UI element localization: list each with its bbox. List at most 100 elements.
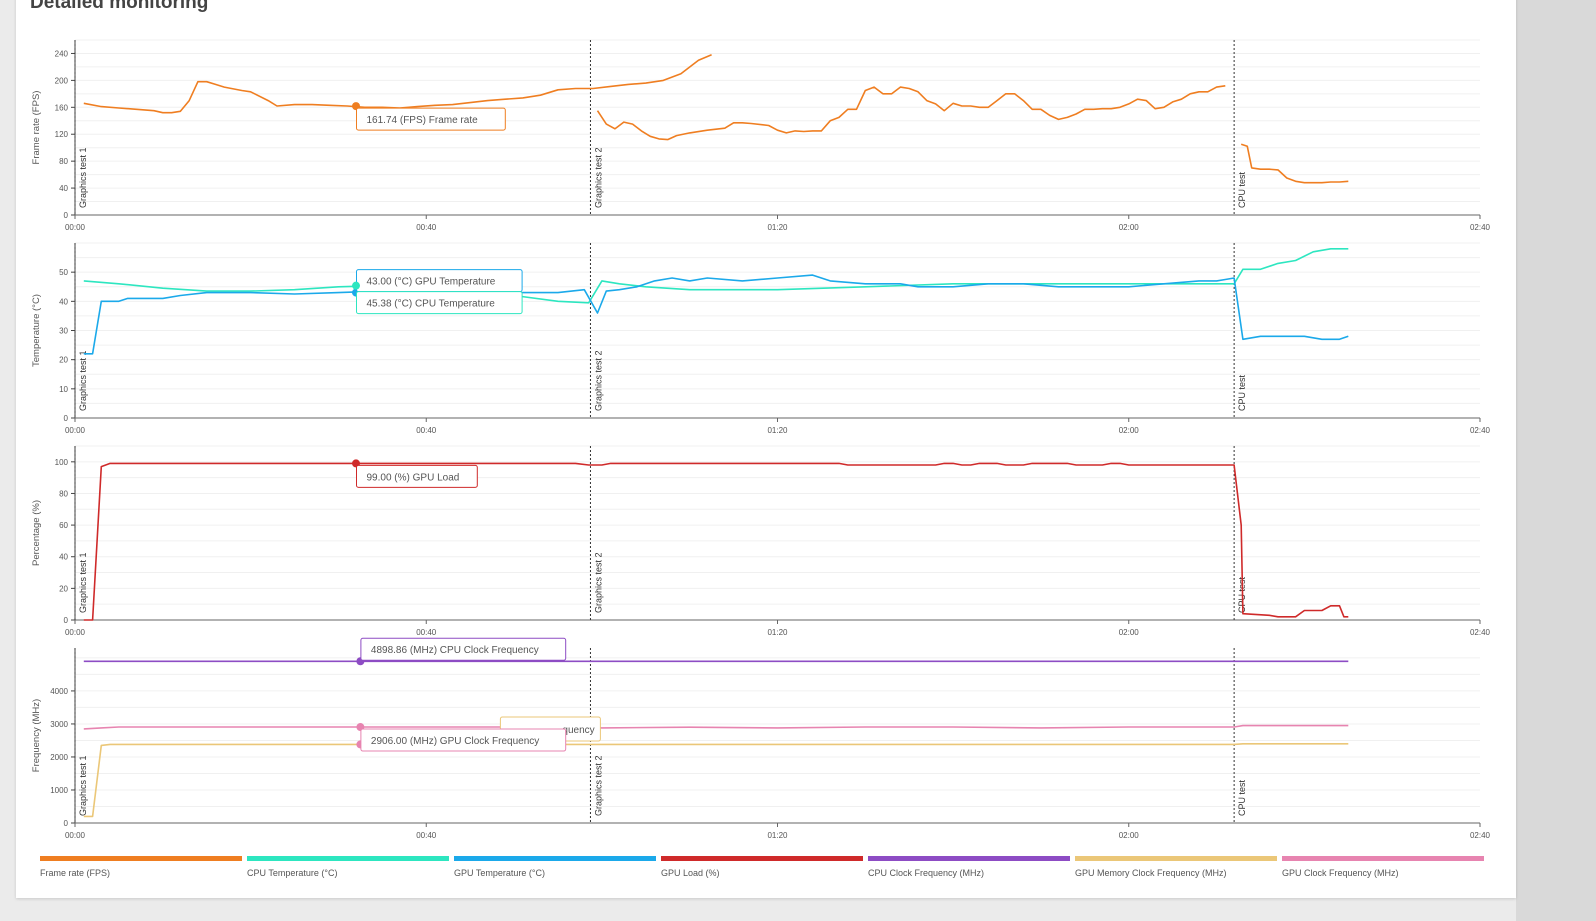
x-tick-label: 00:40 <box>416 628 437 637</box>
chart-panel-1: 0 40 80 120 160 200 240 Frame rate (FPS) 00:00 00… <box>31 39 1491 232</box>
y-tick-label: 200 <box>55 76 69 85</box>
legend-label: GPU Memory Clock Frequency (MHz) <box>1075 868 1227 878</box>
chart-panel-4: 0 1000 2000 3000 4000 Frequency (MHz) 00:00 00:… <box>31 637 1491 840</box>
x-tick-label: 02:00 <box>1119 831 1140 840</box>
y-axis-label: Temperature (°C) <box>31 294 42 367</box>
y-tick-label: 60 <box>59 521 68 530</box>
x-tick-label: 02:40 <box>1470 426 1491 435</box>
legend-item[interactable]: GPU Clock Frequency (MHz) <box>1282 856 1484 878</box>
y-tick-label: 240 <box>55 49 69 58</box>
y-tick-label: 40 <box>59 184 68 193</box>
phase-marker-label: CPU test <box>1237 374 1247 411</box>
legend-item[interactable]: CPU Temperature (°C) <box>247 856 449 878</box>
x-tick-label: 01:20 <box>767 628 788 637</box>
x-tick-label: 00:00 <box>65 628 86 637</box>
y-tick-label: 50 <box>59 268 68 277</box>
chart-panel-2: 0 10 20 30 40 50 Temperature (°C) 00:00 00:40 01:… <box>31 242 1491 435</box>
legend-label: GPU Temperature (°C) <box>454 868 545 878</box>
x-tick-label: 00:00 <box>65 426 86 435</box>
phase-marker-label: CPU test <box>1237 171 1247 208</box>
y-tick-label: 4000 <box>50 687 68 696</box>
y-tick-label: 20 <box>59 584 68 593</box>
series-line[interactable] <box>1240 143 1349 184</box>
series-line[interactable] <box>83 743 1349 818</box>
y-tick-label: 40 <box>59 297 68 306</box>
legend-swatch <box>40 856 242 861</box>
tooltip-box <box>360 637 567 661</box>
phase-marker-label: Graphics test 2 <box>593 755 603 816</box>
phase-marker-label: Graphics test 2 <box>593 350 603 411</box>
y-axis-label: Frequency (MHz) <box>31 699 42 772</box>
y-tick-label: 0 <box>64 414 69 423</box>
y-axis-label: Frame rate (FPS) <box>31 91 42 165</box>
legend-item[interactable]: Frame rate (FPS) <box>40 856 242 878</box>
x-tick-label: 02:40 <box>1470 223 1491 232</box>
legend-label: Frame rate (FPS) <box>40 868 111 878</box>
tooltip-text: 43.00 (°C) GPU Temperature <box>367 277 496 288</box>
x-tick-label: 02:40 <box>1470 628 1491 637</box>
x-tick-label: 02:00 <box>1119 223 1140 232</box>
y-tick-label: 0 <box>64 819 69 828</box>
tooltip-partial-text: quency <box>562 725 594 736</box>
phase-marker-label: CPU test <box>1237 779 1247 816</box>
x-tick-label: 00:40 <box>416 426 437 435</box>
phase-marker-label: Graphics test 2 <box>593 552 603 613</box>
hover-point <box>352 281 360 290</box>
y-tick-label: 30 <box>59 327 68 336</box>
tooltip-text: 2906.00 (MHz) GPU Clock Frequency <box>371 736 539 747</box>
x-tick-label: 00:00 <box>65 223 86 232</box>
y-tick-label: 100 <box>55 458 69 467</box>
legend-swatch <box>1075 856 1277 861</box>
tooltip-text: 161.74 (FPS) Frame rate <box>367 115 479 126</box>
series-line[interactable] <box>596 85 1226 141</box>
y-tick-label: 10 <box>59 385 68 394</box>
series-line[interactable] <box>83 248 1349 304</box>
legend-item[interactable]: GPU Memory Clock Frequency (MHz) <box>1075 856 1277 878</box>
phase-marker-label: Graphics test 1 <box>78 147 88 208</box>
x-tick-label: 02:00 <box>1119 628 1140 637</box>
y-tick-label: 80 <box>59 489 68 498</box>
legend-swatch <box>1282 856 1484 861</box>
legend-label: CPU Temperature (°C) <box>247 868 338 878</box>
y-tick-label: 40 <box>59 553 68 562</box>
x-tick-label: 01:20 <box>767 831 788 840</box>
series-line[interactable] <box>83 54 712 114</box>
page-side-bar <box>1516 0 1596 921</box>
phase-marker-label: Graphics test 1 <box>78 350 88 411</box>
y-axis-label: Percentage (%) <box>31 500 42 566</box>
page-title: Detailed monitoring <box>30 0 209 13</box>
x-tick-label: 00:00 <box>65 831 86 840</box>
phase-marker-label: Graphics test 1 <box>78 552 88 613</box>
phase-marker-label: Graphics test 2 <box>593 147 603 208</box>
chart-panel-3: 0 20 40 60 80 100 Percentage (%) 00:00 00:40 01:2… <box>31 445 1491 637</box>
y-tick-label: 1000 <box>50 786 68 795</box>
y-tick-label: 80 <box>59 157 68 166</box>
x-tick-label: 01:20 <box>767 223 788 232</box>
y-tick-label: 0 <box>64 616 69 625</box>
x-tick-label: 01:20 <box>767 426 788 435</box>
tooltip-box <box>356 291 523 315</box>
tooltip-box <box>356 464 478 488</box>
tooltip-box <box>356 107 506 131</box>
legend-item[interactable]: CPU Clock Frequency (MHz) <box>868 856 1070 878</box>
x-tick-label: 00:40 <box>416 831 437 840</box>
x-tick-label: 02:00 <box>1119 426 1140 435</box>
series-line[interactable] <box>83 274 1349 355</box>
y-tick-label: 20 <box>59 356 68 365</box>
legend: Frame rate (FPS) CPU Temperature (°C) GPU … <box>40 856 1496 886</box>
y-tick-label: 3000 <box>50 720 68 729</box>
y-tick-label: 0 <box>64 211 69 220</box>
series-line[interactable] <box>83 724 1349 730</box>
x-tick-label: 00:40 <box>416 223 437 232</box>
y-tick-label: 120 <box>55 130 69 139</box>
legend-item[interactable]: GPU Load (%) <box>661 856 863 878</box>
series-line[interactable] <box>83 462 1349 621</box>
legend-item[interactable]: GPU Temperature (°C) <box>454 856 656 878</box>
legend-swatch <box>454 856 656 861</box>
x-tick-label: 02:40 <box>1470 831 1491 840</box>
tooltip-text: 99.00 (%) GPU Load <box>367 472 460 483</box>
phase-marker-label: Graphics test 1 <box>78 755 88 816</box>
legend-label: GPU Load (%) <box>661 868 720 878</box>
legend-label: CPU Clock Frequency (MHz) <box>868 868 985 878</box>
